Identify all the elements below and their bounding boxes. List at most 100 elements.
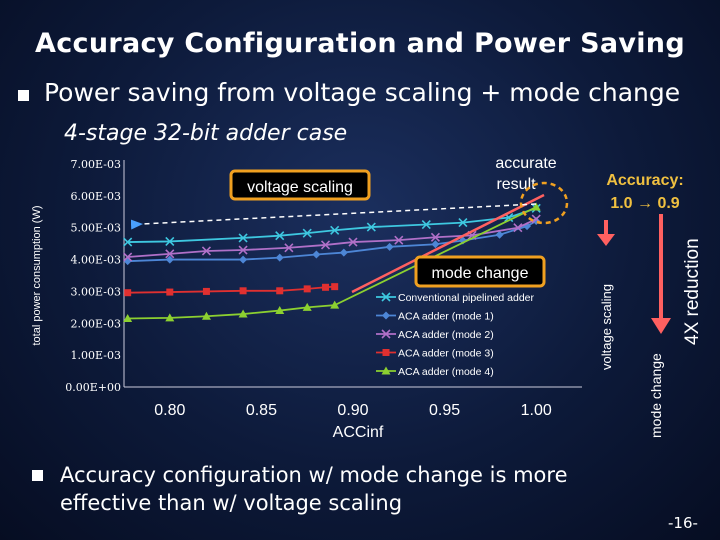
data-point: [458, 218, 468, 228]
y-tick-label: 1.00E-03: [71, 349, 121, 362]
data-point: [320, 240, 331, 250]
accuracy-label-line2: 1.0 → 0.9: [610, 195, 679, 212]
data-point: [165, 255, 174, 264]
accurate-result-line1: accurate: [495, 155, 556, 172]
data-point: [276, 287, 284, 295]
accurate-result-circle: [519, 181, 569, 225]
data-point: [165, 236, 175, 246]
data-point: [275, 306, 285, 315]
voltage-scaling-box: [229, 169, 371, 201]
data-point: [123, 257, 132, 266]
voltage-scaling-arrowhead: [597, 234, 615, 246]
accurate-result-line2: result: [496, 176, 536, 193]
mode-change-vertical-label: mode change: [648, 353, 664, 438]
data-point: [239, 287, 247, 295]
data-point: [348, 237, 358, 247]
chart-subtitle: 4-stage 32-bit adder case: [64, 121, 348, 146]
data-point: [430, 232, 441, 242]
chart-series: [123, 202, 541, 323]
data-point: [123, 314, 133, 323]
data-point: [238, 309, 248, 318]
data-point: [303, 285, 311, 293]
data-point: [202, 287, 210, 295]
legend-entry: ACA adder (mode 1): [376, 311, 494, 323]
data-point: [513, 223, 523, 233]
legend-label: Conventional pipelined adder: [398, 292, 535, 304]
data-point: [330, 225, 340, 235]
page-number: -16-: [668, 514, 698, 532]
data-point: [275, 253, 284, 262]
data-point: [339, 248, 348, 257]
legend-label: ACA adder (mode 4): [398, 366, 494, 378]
mode-change-arrowhead: [651, 318, 671, 334]
y-tick-label: 4.00E-03: [71, 254, 121, 267]
data-point: [431, 240, 440, 249]
y-tick-label: 7.00E-03: [71, 158, 121, 171]
legend-marker: [382, 349, 390, 356]
accuracy-label-line1: Accuracy:: [606, 172, 683, 189]
data-point: [165, 313, 175, 322]
data-point: [394, 235, 404, 245]
bullet-text-voltage-mode: Power saving from voltage scaling + mode…: [44, 78, 681, 107]
legend-marker: [381, 292, 391, 302]
series-5: [123, 202, 541, 323]
voltage-scaling-label: voltage scaling: [247, 179, 353, 196]
data-point: [124, 289, 132, 297]
data-point: [275, 231, 285, 241]
legend-entry: Conventional pipelined adder: [376, 292, 535, 304]
x-tick-label: 1.00: [521, 402, 552, 419]
bullet-marker: [18, 90, 29, 101]
series-4: [124, 283, 339, 297]
data-point: [302, 302, 312, 311]
x-tick-label: 0.80: [154, 402, 185, 419]
mode-change-label: mode change: [432, 265, 529, 282]
series-line: [127, 206, 537, 320]
legend-label: ACA adder (mode 1): [398, 311, 494, 323]
voltage-scaling-arrow: [351, 193, 545, 294]
x-tick-label: 0.85: [246, 402, 277, 419]
data-point: [284, 243, 294, 253]
data-point: [495, 230, 504, 239]
y-tick-label: 6.00E-03: [71, 190, 121, 203]
chart-legend: Conventional pipelined adder ACA adder (m…: [376, 292, 535, 378]
data-point: [123, 237, 133, 247]
data-point: [312, 250, 321, 259]
data-point: [166, 288, 174, 296]
mode-change-box: [414, 255, 546, 288]
data-point: [385, 242, 394, 251]
data-point: [331, 283, 339, 291]
data-point: [201, 311, 211, 320]
legend-marker: [382, 311, 390, 320]
data-point: [239, 255, 248, 264]
data-point: [165, 249, 175, 259]
x-tick-label: 0.90: [337, 402, 368, 419]
data-point: [421, 219, 431, 230]
series-1: [123, 203, 541, 247]
legend-marker: [381, 366, 391, 375]
data-point: [302, 228, 312, 238]
data-point: [201, 246, 212, 256]
legend-entry: ACA adder (mode 4): [376, 366, 494, 378]
data-point: [366, 222, 376, 232]
slide-title: Accuracy Configuration and Power Saving: [35, 28, 685, 59]
bullet-marker: [32, 470, 43, 481]
series-line: [127, 285, 335, 294]
y-tick-label: 5.00E-03: [71, 222, 121, 235]
y-axis-title: total power consumption (W): [31, 206, 43, 346]
legend-entry: ACA adder (mode 3): [376, 348, 494, 360]
data-point: [322, 283, 330, 291]
legend-label: ACA adder (mode 2): [398, 329, 494, 341]
y-tick-label: 0.00E+00: [65, 381, 121, 394]
mode-change-arrow: [130, 203, 537, 230]
data-point: [531, 202, 541, 211]
legend-entry: ACA adder (mode 2): [376, 329, 494, 341]
bullet-text-conclusion: Accuracy configuration w/ mode change is…: [60, 463, 568, 515]
y-tick-label: 3.00E-03: [71, 285, 121, 298]
x-tick-label: 0.95: [429, 402, 460, 419]
chart-axes: 0.00E+00 1.00E-03 2.00E-03 3.00E-03 4.00E-03…: [31, 158, 582, 441]
data-point: [238, 233, 248, 243]
legend-label: ACA adder (mode 3): [398, 348, 494, 360]
data-point: [330, 300, 340, 309]
reduction-label: 4X reduction: [682, 238, 703, 345]
